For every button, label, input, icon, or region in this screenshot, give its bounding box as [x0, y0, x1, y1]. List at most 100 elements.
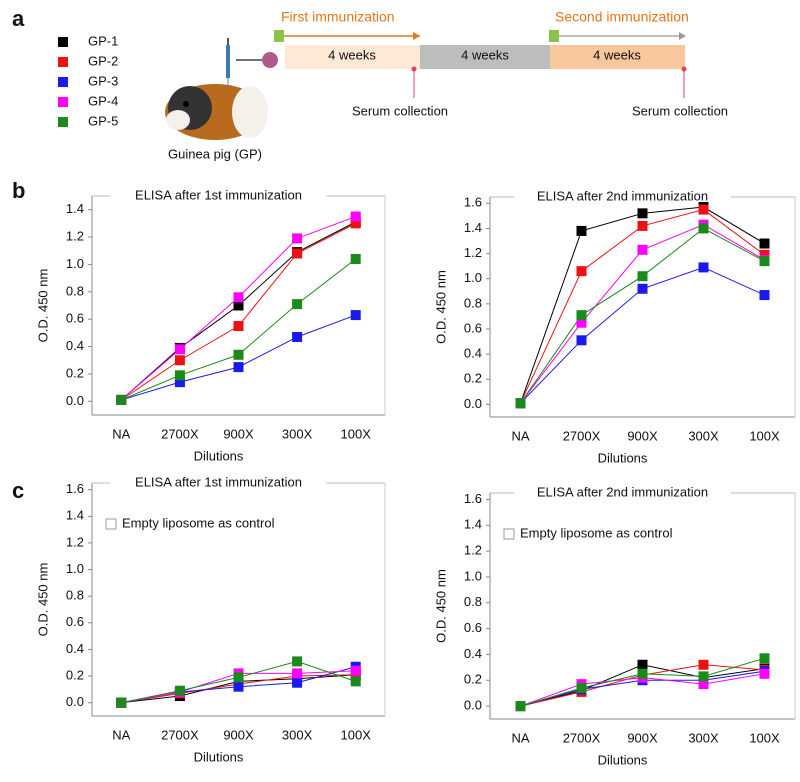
y-tick-label: 0.2 — [464, 672, 482, 687]
y-tick-label: 0.4 — [66, 338, 84, 353]
y-tick-label: 0.0 — [66, 393, 84, 408]
legend-label: GP-4 — [88, 93, 118, 108]
y-tick-label: 0.0 — [464, 698, 482, 713]
period-label: 4 weeks — [461, 47, 509, 62]
marker — [292, 668, 303, 679]
marker — [576, 225, 587, 236]
y-tick-label: 1.4 — [464, 517, 482, 532]
legend-swatch — [58, 57, 68, 67]
x-tick-label: 900X — [223, 426, 254, 441]
marker — [233, 300, 244, 311]
marker — [698, 659, 709, 670]
x-tick-label: NA — [511, 730, 529, 745]
y-axis-label: O.D. 450 nm — [35, 563, 50, 637]
marker — [698, 262, 709, 273]
marker — [698, 204, 709, 215]
marker — [759, 249, 770, 260]
marker — [637, 283, 648, 294]
x-tick-label: 100X — [341, 727, 372, 742]
chart-title: ELISA after 2nd immunization — [537, 484, 708, 499]
marker — [292, 331, 303, 342]
period-label: 4 weeks — [328, 47, 376, 62]
chart-title: ELISA after 1st immunization — [135, 187, 302, 202]
marker — [576, 683, 587, 694]
marker — [759, 668, 770, 679]
y-tick-label: 0.8 — [464, 594, 482, 609]
y-tick-label: 0.0 — [464, 396, 482, 411]
y-axis-label: O.D. 450 nm — [433, 569, 448, 643]
x-axis-label: Dilutions — [598, 752, 648, 767]
annotation: Empty liposome as control — [122, 515, 275, 530]
marker — [515, 701, 526, 712]
y-tick-label: 1.4 — [464, 220, 482, 235]
event-label: First immunization — [281, 9, 395, 25]
y-tick-label: 1.0 — [464, 270, 482, 285]
marker — [698, 671, 709, 682]
marker — [759, 256, 770, 267]
marker — [759, 653, 770, 664]
series-line — [520, 206, 765, 404]
marker — [292, 656, 303, 667]
y-tick-label: 0.4 — [464, 346, 482, 361]
x-tick-label: 300X — [282, 727, 313, 742]
marker — [116, 394, 127, 405]
x-tick-label: 100X — [749, 730, 780, 745]
y-tick-label: 0.6 — [464, 320, 482, 335]
legend-swatch — [58, 77, 68, 87]
marker — [233, 672, 244, 683]
y-axis-label: O.D. 450 nm — [433, 270, 448, 344]
legend-label: GP-3 — [88, 73, 118, 88]
x-tick-label: 2700X — [161, 727, 199, 742]
title-background — [110, 474, 327, 492]
x-tick-label: 300X — [282, 426, 313, 441]
y-tick-label: 1.2 — [464, 543, 482, 558]
marker — [698, 223, 709, 234]
y-tick-label: 0.8 — [464, 295, 482, 310]
y-tick-label: 1.0 — [464, 568, 482, 583]
y-axis-label: O.D. 450 nm — [35, 269, 50, 343]
marker — [637, 659, 648, 670]
marker — [350, 253, 361, 264]
marker — [233, 321, 244, 332]
x-tick-label: 100X — [749, 428, 780, 443]
panel-label: b — [12, 178, 25, 203]
marker — [292, 233, 303, 244]
legend-label: GP-5 — [88, 113, 118, 128]
title-background — [514, 188, 731, 206]
chart-title: ELISA after 2nd immunization — [537, 188, 708, 203]
x-tick-label: 2700X — [161, 426, 199, 441]
y-tick-label: 1.4 — [66, 201, 84, 216]
x-axis-label: Dilutions — [194, 448, 244, 463]
marker — [174, 377, 185, 388]
series-line — [121, 222, 356, 401]
x-axis-label: Dilutions — [194, 749, 244, 764]
marker — [350, 218, 361, 229]
y-tick-label: 1.0 — [66, 561, 84, 576]
panel-label: c — [12, 478, 24, 503]
legend-label: GP-2 — [88, 53, 118, 68]
y-tick-label: 1.2 — [66, 534, 84, 549]
y-tick-label: 0.2 — [66, 667, 84, 682]
x-axis-label: Dilutions — [598, 450, 648, 465]
y-tick-label: 1.2 — [464, 245, 482, 260]
event-label: Second immunization — [555, 9, 689, 25]
marker — [292, 248, 303, 259]
legend-swatch — [58, 97, 68, 107]
y-tick-label: 0.4 — [66, 641, 84, 656]
title-background — [514, 484, 731, 502]
x-tick-label: NA — [112, 727, 130, 742]
y-tick-label: 1.6 — [464, 491, 482, 506]
x-tick-label: 2700X — [563, 730, 601, 745]
x-tick-label: 900X — [223, 727, 254, 742]
marker — [759, 290, 770, 301]
marker — [292, 299, 303, 310]
marker — [116, 697, 127, 708]
y-tick-label: 1.2 — [66, 229, 84, 244]
marker — [637, 208, 648, 219]
marker — [350, 676, 361, 687]
legend-swatch — [58, 117, 68, 127]
annotation-swatch — [105, 518, 117, 530]
marker — [233, 349, 244, 360]
x-tick-label: 900X — [627, 428, 658, 443]
